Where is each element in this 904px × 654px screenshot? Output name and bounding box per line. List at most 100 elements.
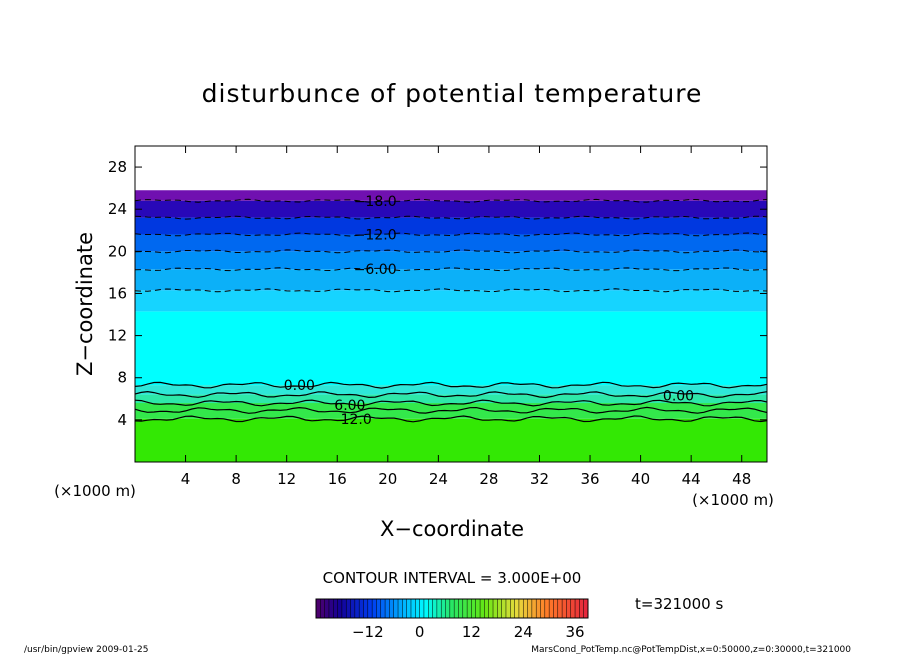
field-band [135, 311, 767, 386]
field-band [135, 190, 767, 201]
colorbar-frame [315, 598, 589, 619]
chart-title: disturbunce of potential temperature [202, 79, 703, 108]
x-tick-label: 36 [580, 470, 599, 488]
colorbar-cell [536, 599, 542, 618]
contour-line [135, 267, 767, 272]
contour-label: 6.00 [334, 398, 365, 414]
x-tick-label: 48 [732, 470, 751, 488]
x-tick-label: 12 [277, 470, 296, 488]
colorbar-cell [333, 599, 339, 618]
colorbar-cell [428, 599, 434, 618]
time-text: t=321000 s [635, 595, 723, 613]
x-tick-label: 32 [530, 470, 549, 488]
field-band [135, 418, 767, 462]
colorbar-cell [488, 599, 494, 618]
contour-line [135, 406, 767, 414]
colorbar-cell [523, 599, 529, 618]
colorbar-cell [341, 599, 347, 618]
contour-label: −12.0 [354, 227, 397, 243]
y-tick-label: 24 [108, 200, 127, 218]
field-band [135, 200, 767, 218]
footer-left: /usr/bin/gpview 2009-01-25 [24, 645, 148, 654]
field-band [135, 385, 767, 395]
contour-field [135, 190, 767, 462]
contour-label: 0.00 [284, 378, 315, 394]
y-tick-label: 28 [108, 158, 127, 176]
contour-line [135, 215, 767, 220]
contour-lines [135, 198, 767, 423]
y-tick-label: 20 [108, 242, 127, 260]
colorbar-cell [449, 599, 455, 618]
colorbar-cell [493, 599, 498, 618]
colorbar-cell [484, 599, 490, 618]
colorbar-cell [454, 599, 459, 618]
colorbar-cell [497, 599, 503, 618]
colorbar-cell [372, 599, 377, 618]
colorbar-cell [419, 599, 425, 618]
contour-line [135, 198, 767, 203]
footer-right: MarsCond_PotTemp.nc@PotTempDist,x=0:5000… [531, 645, 851, 654]
y-axis-label: Z−coordinate [73, 232, 97, 376]
colorbar-cell [445, 599, 451, 618]
x-tick-label: 28 [479, 470, 498, 488]
colorbar-cell [410, 599, 416, 618]
colorbar-cell [415, 599, 421, 618]
colorbar-tick-label: 24 [514, 623, 533, 641]
colorbar-cell [501, 599, 507, 618]
colorbar-cell [566, 599, 572, 618]
colorbar-cell [579, 599, 585, 618]
field-band [135, 290, 767, 312]
contour-line [135, 399, 767, 407]
field-band [135, 217, 767, 235]
colorbar-cell [354, 599, 360, 618]
field-band [135, 269, 767, 291]
colorbar-cell [518, 599, 524, 618]
colorbar-cell [480, 599, 485, 618]
x-unit-right: (×1000 m) [692, 491, 774, 509]
contour-line [135, 415, 767, 423]
contour-line [135, 390, 767, 399]
contour-label: −18.0 [354, 194, 397, 210]
colorbar-cell [346, 599, 352, 618]
colorbar-cell [316, 599, 321, 618]
colorbar-cell [385, 599, 390, 618]
colorbar-cell [557, 599, 563, 618]
colorbar-cell [350, 599, 356, 618]
colorbar-cell [462, 599, 468, 618]
colorbar-cell [475, 599, 481, 618]
colorbar-cell [376, 599, 382, 618]
x-tick-label: 20 [378, 470, 397, 488]
contour-interval-text: CONTOUR INTERVAL = 3.000E+00 [323, 569, 582, 587]
x-axis-label: X−coordinate [380, 517, 524, 541]
field-band [135, 234, 767, 252]
colorbar-tick-label: −12 [352, 623, 384, 641]
contour-line [135, 381, 767, 389]
colorbar-cell [328, 599, 334, 618]
colorbar-cell [583, 599, 589, 618]
colorbar-cell [562, 599, 567, 618]
colorbar-cell [406, 599, 412, 618]
colorbar-cell [570, 599, 576, 618]
colorbar-cell [510, 599, 516, 618]
colorbar-cell [471, 599, 477, 618]
colorbar [315, 598, 589, 619]
colorbar-ticks: −12 0 12 24 36 [352, 623, 585, 641]
colorbar-cell [363, 599, 369, 618]
x-tick-label: 44 [682, 470, 701, 488]
colorbar-cell [441, 599, 447, 618]
x-tick-label: 4 [181, 470, 191, 488]
colorbar-cell [467, 599, 472, 618]
x-tick-label: 16 [328, 470, 347, 488]
y-tick-label: 4 [117, 411, 127, 429]
field-band [135, 251, 767, 270]
y-axis-ticks: 4 8 12 16 20 24 28 [108, 158, 767, 429]
colorbar-cell [423, 599, 429, 618]
colorbar-cell [389, 599, 395, 618]
plot-frame [134, 145, 768, 463]
colorbar-cell [531, 599, 537, 618]
colorbar-cell [337, 599, 343, 618]
contour-line [135, 232, 767, 237]
colorbar-tick-label: 0 [415, 623, 425, 641]
